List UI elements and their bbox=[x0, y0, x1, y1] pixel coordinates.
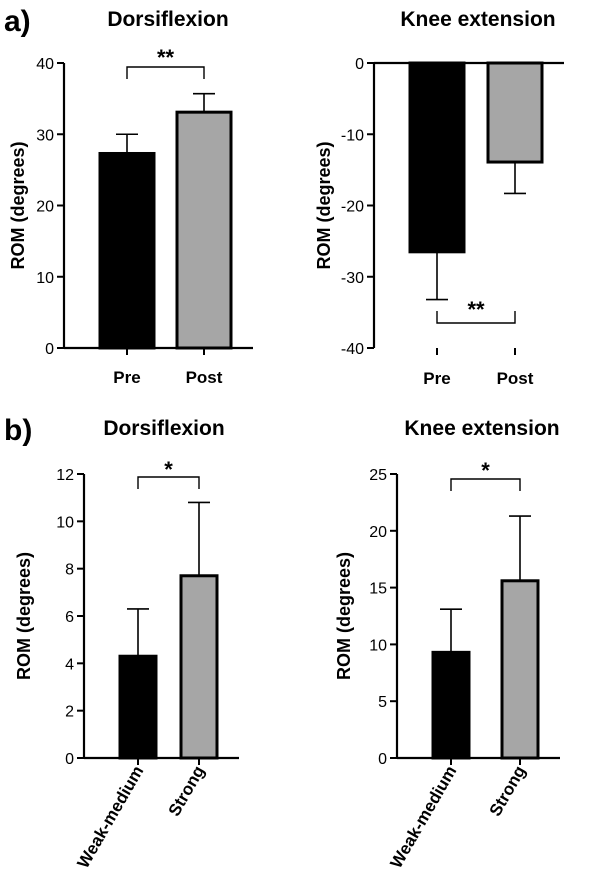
significance-marker: * bbox=[164, 457, 173, 482]
y-tick-label: 30 bbox=[36, 127, 54, 144]
bar-pre bbox=[98, 151, 156, 350]
significance-marker: ** bbox=[157, 45, 175, 70]
bar-post bbox=[175, 110, 233, 350]
x-tick-label: Post bbox=[186, 368, 223, 387]
y-tick-label: 0 bbox=[65, 751, 74, 768]
y-tick-label: 0 bbox=[378, 751, 387, 768]
significance-bracket bbox=[436, 311, 516, 324]
y-tick-label: 2 bbox=[65, 704, 74, 721]
y-tick-label: -30 bbox=[341, 270, 364, 287]
y-tick-label: 10 bbox=[56, 514, 74, 531]
chart-title: Knee extension bbox=[404, 417, 559, 440]
bar-weak-medium bbox=[118, 654, 158, 760]
x-tick-label: Pre bbox=[113, 368, 140, 387]
significance-bracket bbox=[137, 476, 200, 489]
y-tick-label: 40 bbox=[36, 56, 54, 73]
x-tick-label: Strong bbox=[486, 763, 530, 820]
significance-bracket bbox=[450, 478, 521, 491]
y-tick-label: -20 bbox=[341, 199, 364, 216]
y-tick-label: -40 bbox=[341, 341, 364, 358]
bar-pre bbox=[408, 61, 466, 254]
panel-label-a: a) bbox=[4, 5, 31, 38]
bar-weak-medium bbox=[431, 650, 471, 760]
y-axis-label: ROM (degrees) bbox=[314, 141, 334, 269]
chart-2: Knee extension ROM (degrees) -40 -30 -20 -10 0… bbox=[314, 8, 564, 388]
bar-post bbox=[486, 61, 544, 164]
y-tick-label: 0 bbox=[355, 56, 364, 73]
y-tick-label: 12 bbox=[56, 467, 74, 484]
y-tick-label: 25 bbox=[369, 467, 387, 484]
chart-title: Dorsiflexion bbox=[107, 8, 228, 31]
chart-title: Knee extension bbox=[400, 8, 555, 31]
bar-strong bbox=[179, 574, 219, 760]
panel-label-b: b) bbox=[4, 414, 32, 447]
bar-strong bbox=[500, 579, 540, 760]
y-tick-label: 10 bbox=[36, 270, 54, 287]
y-tick-label: 8 bbox=[65, 562, 74, 579]
chart-title: Dorsiflexion bbox=[103, 417, 224, 440]
y-tick-label: 20 bbox=[36, 199, 54, 216]
chart-1: Dorsiflexion ROM (degrees) 0 10 20 30 40 Pre Pos… bbox=[8, 8, 253, 387]
significance-marker: * bbox=[481, 458, 490, 483]
y-tick-label: 4 bbox=[65, 656, 74, 673]
y-tick-label: 6 bbox=[65, 609, 74, 626]
x-tick-label: Strong bbox=[165, 763, 209, 820]
y-axis-label: ROM (degrees) bbox=[334, 552, 354, 680]
y-tick-label: -10 bbox=[341, 127, 364, 144]
y-axis-label: ROM (degrees) bbox=[14, 552, 34, 680]
chart-4: Knee extension ROM (degrees) 0 5 10 15 20 25 Wea… bbox=[334, 417, 560, 872]
x-tick-label: Post bbox=[497, 369, 534, 388]
y-tick-label: 10 bbox=[369, 637, 387, 654]
significance-marker: ** bbox=[467, 297, 485, 322]
y-tick-label: 0 bbox=[45, 341, 54, 358]
y-tick-label: 5 bbox=[378, 694, 387, 711]
x-tick-label: Weak-medium bbox=[387, 763, 461, 872]
chart-3: Dorsiflexion ROM (degrees) 0 2 4 6 8 10 12 Weak-m… bbox=[14, 417, 239, 872]
x-tick-label: Pre bbox=[423, 369, 450, 388]
y-tick-label: 20 bbox=[369, 524, 387, 541]
y-tick-label: 15 bbox=[369, 581, 387, 598]
y-axis-label: ROM (degrees) bbox=[8, 141, 28, 269]
x-tick-label: Weak-medium bbox=[74, 763, 148, 872]
significance-bracket bbox=[126, 66, 205, 79]
